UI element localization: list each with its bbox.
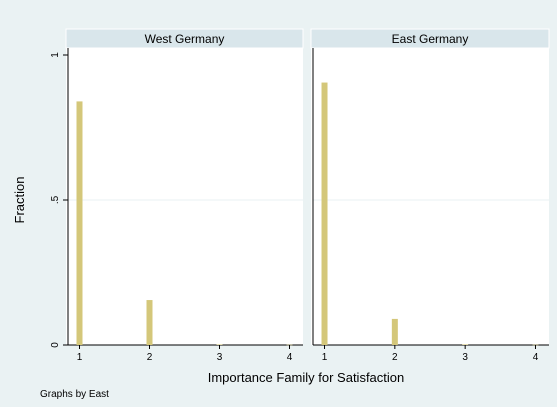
panel-1: West Germany 1 2 3 4 0 .5 1	[50, 28, 304, 363]
x-tick-label: 2	[392, 352, 398, 363]
bar	[286, 344, 293, 346]
x-tick-label: 1	[322, 352, 328, 363]
x-tick-label: 4	[287, 352, 293, 363]
y-tick-label: 0	[50, 342, 61, 348]
y-tick-label: 1	[50, 52, 61, 58]
y-tick-label: .5	[50, 195, 61, 204]
panel-title: West Germany	[145, 32, 225, 46]
bar	[321, 82, 328, 346]
bar	[76, 101, 83, 346]
bar	[391, 318, 398, 345]
panel-2: East Germany 1 2 3 4	[310, 28, 550, 363]
bar	[532, 344, 539, 346]
x-tick-label: 4	[533, 352, 539, 363]
panels: West Germany 1 2 3 4 0 .5 1 East Germany 1 2 3 4	[50, 28, 550, 363]
x-tick-label: 3	[462, 352, 468, 363]
y-axis-label: Fraction	[12, 177, 27, 224]
plot-area	[66, 48, 303, 345]
x-tick-label: 3	[217, 352, 223, 363]
panel-title: East Germany	[392, 32, 469, 46]
x-axis-label: Importance Family for Satisfaction	[208, 370, 405, 385]
x-tick-label: 2	[147, 352, 153, 363]
bar	[462, 344, 469, 345]
bar	[146, 300, 153, 345]
graphs-by-note: Graphs by East	[40, 389, 109, 400]
plot-area	[311, 48, 549, 345]
x-tick-label: 1	[77, 352, 83, 363]
bar	[216, 344, 223, 345]
